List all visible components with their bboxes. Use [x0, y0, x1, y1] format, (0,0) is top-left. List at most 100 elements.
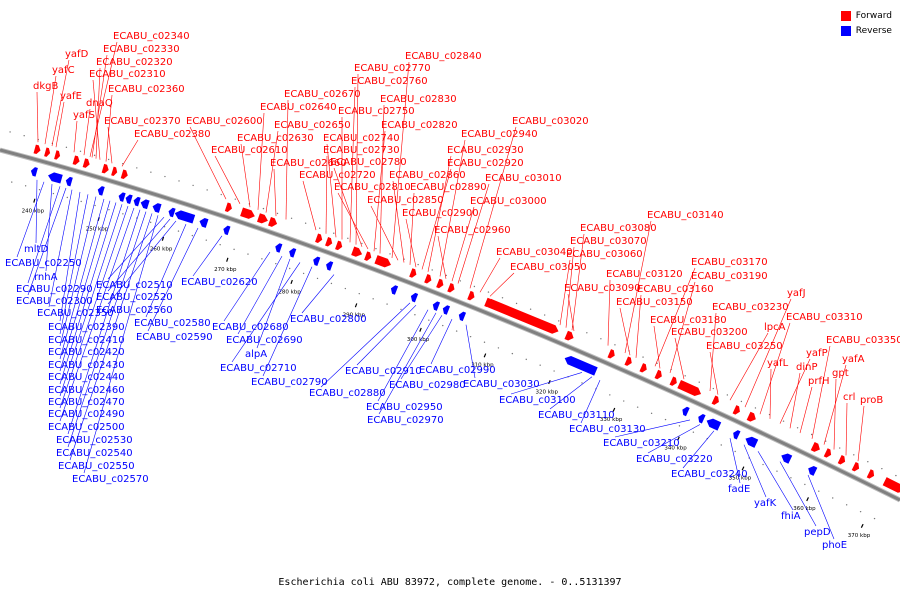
- reverse-gene-label: ECABU_c02880: [309, 388, 386, 399]
- guide-dot: [79, 150, 82, 153]
- reverse-leader: [549, 376, 593, 410]
- reverse-gene: [289, 248, 297, 258]
- forward-gene-label: yafS: [73, 110, 95, 121]
- forward-leader: [709, 351, 719, 395]
- guide-dot: [372, 298, 374, 300]
- forward-gene-label: ECABU_c03040: [496, 247, 573, 258]
- forward-gene-label: yafP: [806, 348, 828, 359]
- forward-gene: [82, 158, 90, 168]
- forward-gene-label: ECABU_c03120: [606, 269, 683, 280]
- reverse-gene: [410, 292, 419, 303]
- guide-dot: [150, 171, 152, 173]
- forward-gene-label: ECABU_c02850: [367, 195, 444, 206]
- reverse-gene-label: ECABU_c02800: [290, 314, 367, 325]
- guide-dot: [428, 319, 430, 321]
- guide-dot: [623, 400, 625, 402]
- guide-dot: [234, 198, 237, 200]
- forward-leader: [325, 155, 328, 234]
- guide-dot: [790, 477, 792, 479]
- guide-dot: [539, 364, 541, 366]
- guide-dot: [818, 490, 820, 492]
- guide-dot: [445, 274, 447, 277]
- forward-gene-label: yafE: [60, 91, 82, 102]
- forward-gene: [810, 442, 820, 452]
- guide-dot: [678, 425, 681, 427]
- guide-dot: [636, 406, 639, 408]
- reverse-gene-label: ECABU_c02620: [181, 277, 258, 288]
- guide-dot: [93, 154, 96, 157]
- forward-gene-label: ECABU_c02900: [402, 208, 479, 219]
- forward-gene-label: ECABU_c03200: [671, 327, 748, 338]
- forward-gene: [111, 166, 118, 177]
- guide-dot: [543, 314, 546, 316]
- guide-dot: [895, 474, 897, 477]
- forward-gene-label: ECABU_c02720: [299, 170, 376, 181]
- tick-label: 330 kbp: [600, 417, 623, 423]
- reverse-leader: [59, 194, 89, 335]
- guide-dot: [845, 504, 848, 506]
- tick-label: 290 kbp: [343, 313, 366, 319]
- forward-gene-label: yafC: [52, 65, 75, 76]
- guide-dot: [344, 287, 347, 290]
- reverse-gene: [118, 192, 126, 202]
- forward-gene: [315, 233, 323, 243]
- forward-leader: [273, 168, 277, 217]
- reverse-gene-label: ECABU_c02680: [212, 322, 289, 333]
- forward-leader: [559, 259, 571, 326]
- forward-gene-label: ECABU_c03050: [510, 262, 587, 273]
- reverse-gene-label: phoE: [822, 540, 847, 551]
- reverse-leader: [107, 216, 165, 280]
- guide-dot: [515, 302, 518, 305]
- tick-label: 370 kbp: [848, 533, 871, 539]
- reverse-leader: [256, 258, 291, 349]
- forward-gene-label: crl: [843, 392, 855, 403]
- guide-dot: [483, 341, 486, 343]
- reverse-leader: [465, 324, 476, 379]
- guide-dot: [804, 483, 806, 486]
- guide-dot: [316, 277, 319, 280]
- guide-dot: [614, 344, 616, 346]
- guide-dot: [149, 221, 152, 224]
- guide-dot: [80, 200, 82, 203]
- guide-dot: [776, 470, 778, 472]
- reverse-gene: [682, 406, 690, 417]
- reverse-gene-label: ECABU_c02410: [48, 335, 125, 346]
- forward-leader: [744, 298, 792, 408]
- forward-gene: [409, 268, 417, 278]
- forward-leader: [214, 155, 241, 204]
- reverse-leader: [48, 189, 73, 308]
- forward-gene: [639, 363, 647, 373]
- reverse-gene-label: ECABU_c03100: [499, 395, 576, 406]
- forward-leader: [635, 294, 642, 358]
- forward-leader: [370, 205, 399, 261]
- reverse-gene-label: ECABU_c02990: [419, 365, 496, 376]
- forward-gene-label: prfH: [808, 376, 830, 387]
- guide-dot: [684, 375, 686, 377]
- reverse-leader: [807, 474, 835, 540]
- reverse-gene-label: ECABU_c02470: [48, 397, 125, 408]
- tick-label: 260 kbp: [150, 246, 173, 252]
- forward-leader: [392, 180, 405, 263]
- legend: Forward Reverse: [840, 8, 892, 38]
- legend-reverse-label: Reverse: [855, 25, 892, 36]
- reverse-leader: [580, 380, 601, 424]
- forward-gene-label: proB: [860, 395, 883, 406]
- forward-gene: [882, 477, 900, 493]
- guide-dot: [740, 400, 743, 403]
- forward-gene-label: ECABU_c02780: [330, 157, 407, 168]
- forward-gene-label: ECABU_c02380: [134, 129, 211, 140]
- guide-dot: [712, 387, 714, 390]
- forward-leader: [565, 246, 575, 328]
- guide-dot: [122, 213, 124, 215]
- forward-leader: [405, 218, 417, 268]
- forward-leader: [653, 325, 661, 369]
- guide-dot: [529, 308, 532, 310]
- forward-gene-label: ECABU_c03170: [691, 257, 768, 268]
- forward-gene: [268, 217, 278, 227]
- reverse-leader: [262, 266, 313, 377]
- reverse-leader: [27, 187, 67, 296]
- reverse-gene: [326, 261, 334, 271]
- forward-gene: [72, 155, 80, 165]
- reverse-gene: [140, 199, 150, 210]
